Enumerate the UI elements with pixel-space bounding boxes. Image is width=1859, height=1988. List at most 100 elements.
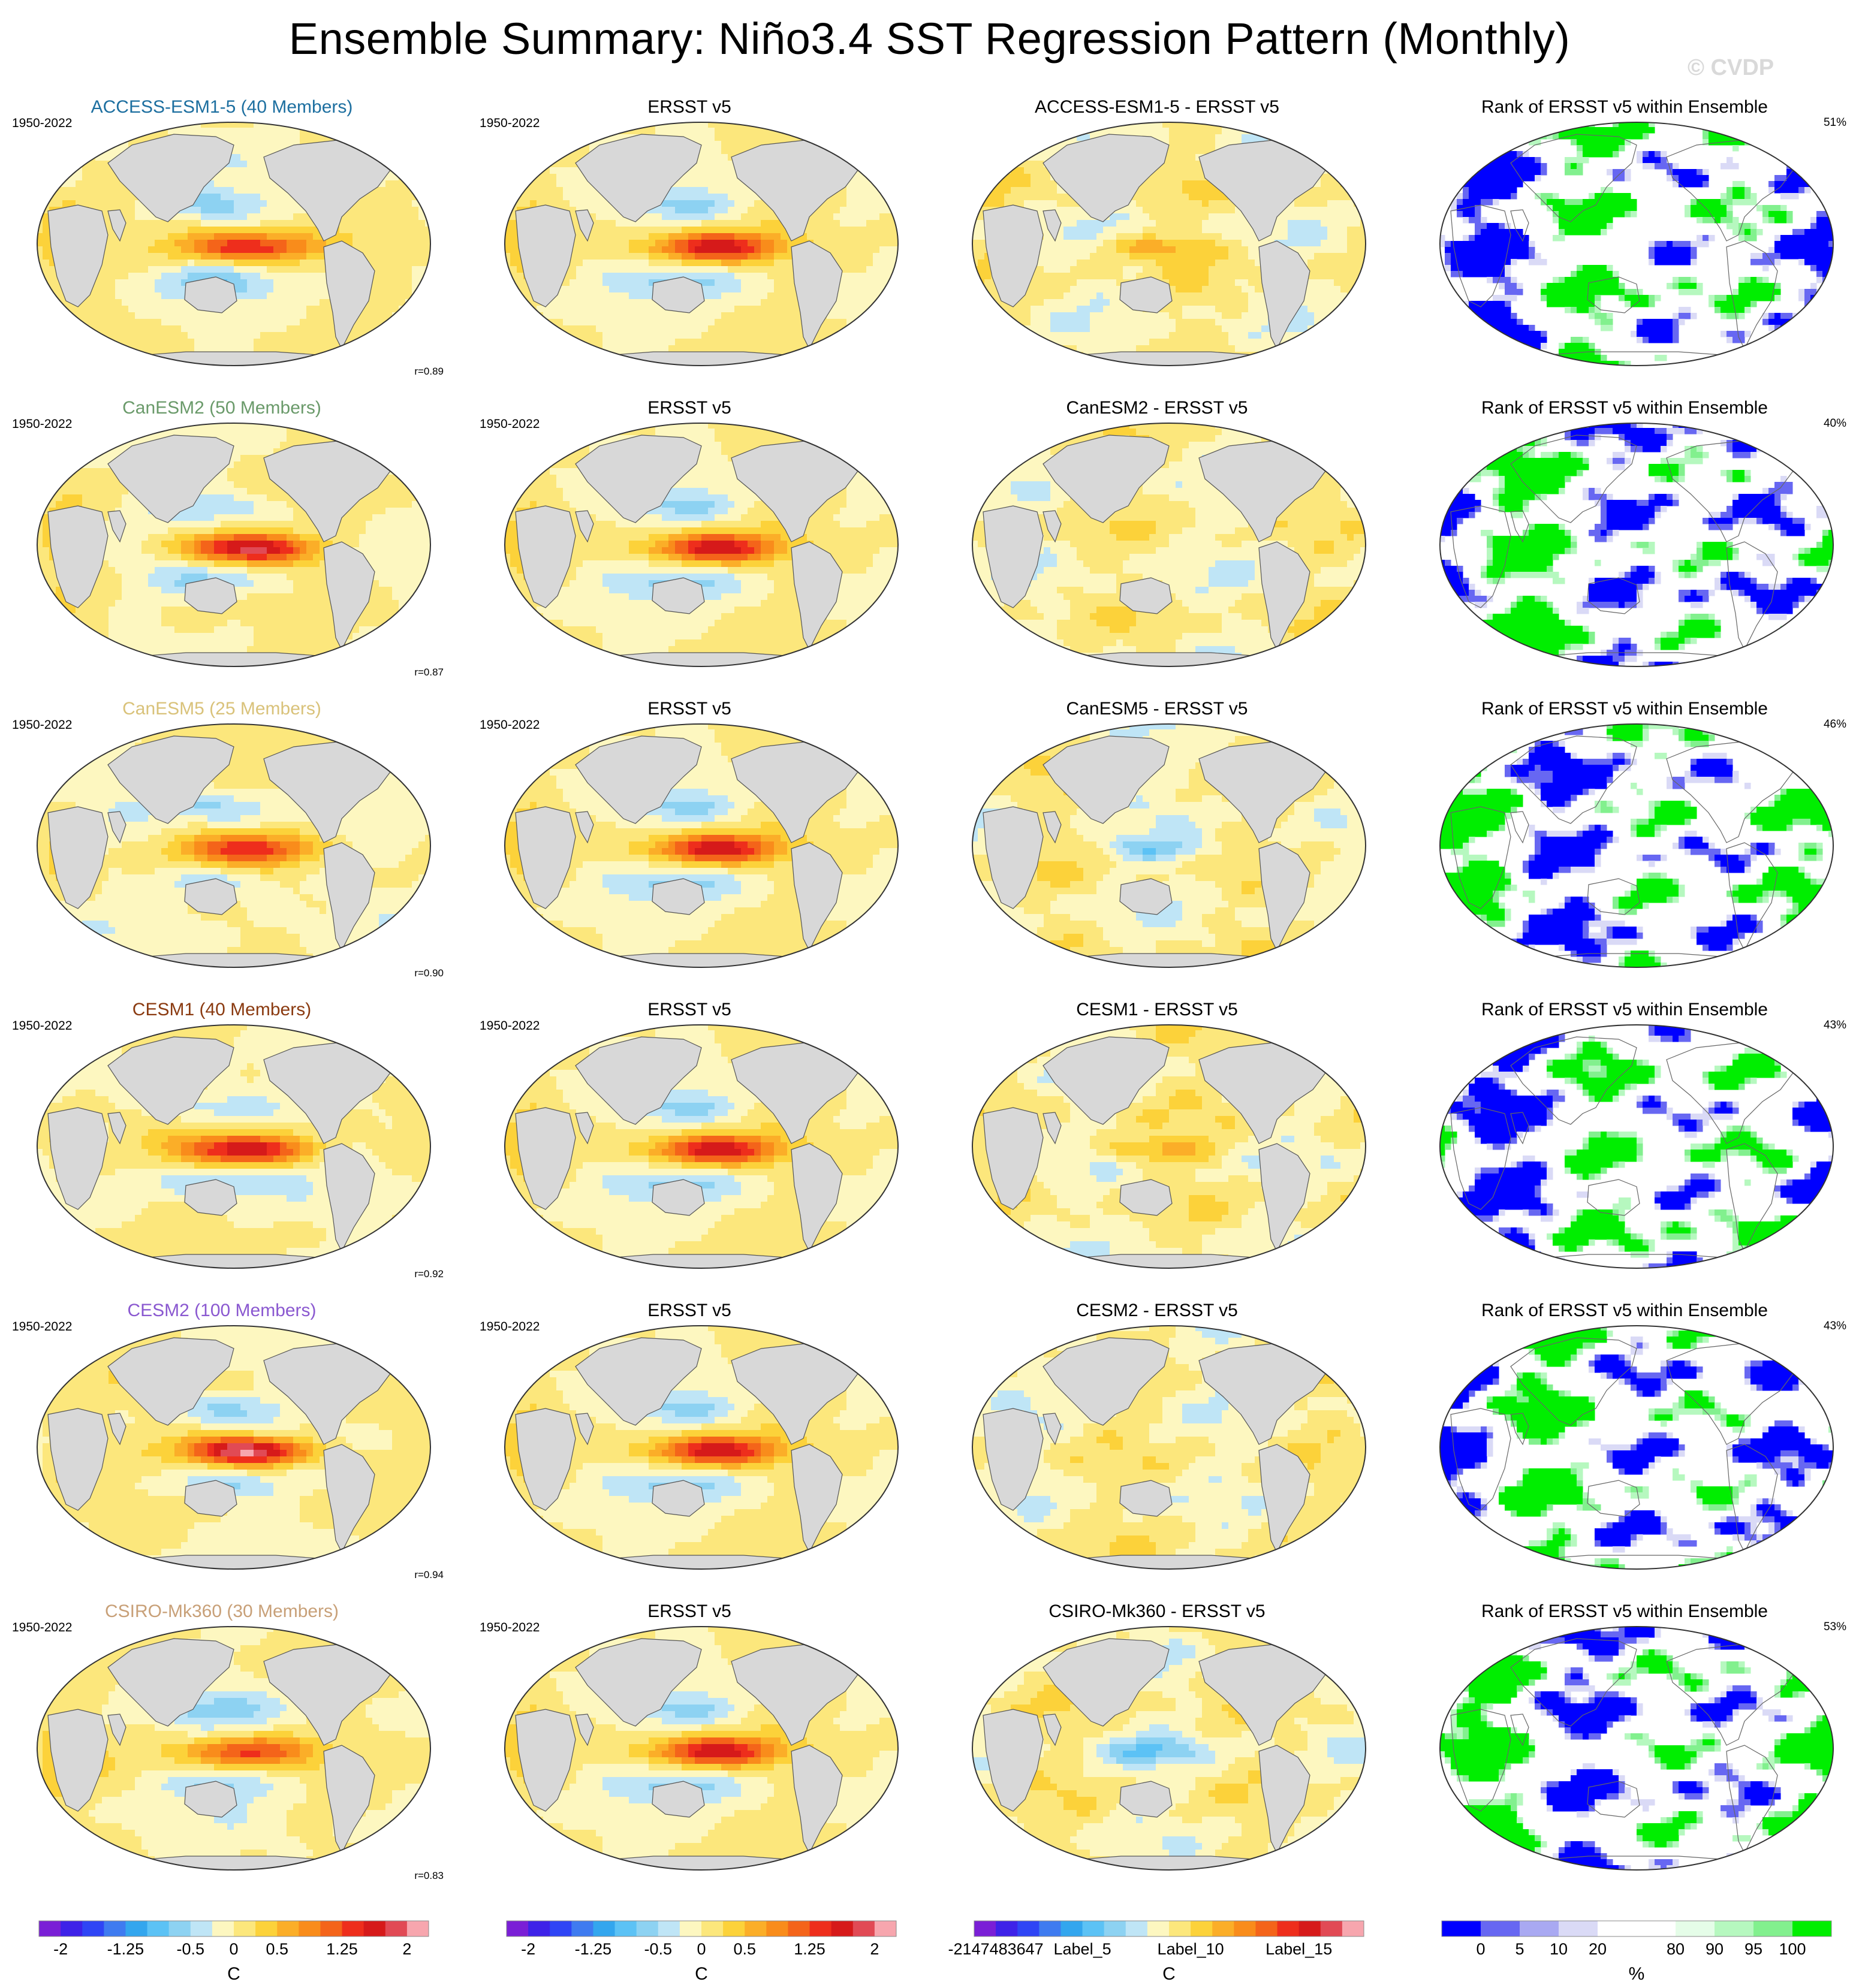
field-cell — [701, 240, 709, 247]
field-cell — [662, 266, 669, 273]
field-cell — [721, 213, 728, 221]
field-cell — [1195, 147, 1203, 155]
field-cell — [642, 299, 649, 306]
field-cell — [721, 233, 728, 240]
field-cell — [695, 134, 702, 141]
field-cell — [43, 147, 50, 155]
field-cell — [287, 332, 294, 339]
field-cell — [1202, 147, 1209, 155]
field-cell — [616, 260, 623, 267]
field-cell — [37, 332, 43, 339]
field-cell — [589, 141, 596, 148]
field-cell — [505, 180, 511, 188]
field-cell — [642, 213, 649, 221]
field-cell — [886, 332, 893, 339]
field-cell — [161, 292, 168, 300]
field-cell — [675, 345, 682, 352]
field-cell — [530, 128, 537, 135]
field-cell — [135, 213, 142, 221]
field-cell — [174, 286, 182, 293]
field-cell — [359, 200, 366, 207]
field-cell — [247, 332, 254, 339]
field-cell — [1169, 147, 1176, 155]
field-cell — [787, 325, 794, 333]
field-cell — [359, 220, 366, 227]
field-cell — [161, 319, 168, 326]
field-cell — [37, 187, 43, 194]
field-cell — [873, 200, 880, 207]
field-cell — [556, 180, 564, 188]
field-cell — [846, 352, 854, 359]
field-cell — [320, 122, 327, 128]
field-cell — [695, 312, 702, 319]
field-cell — [227, 339, 234, 346]
field-cell — [1189, 134, 1196, 141]
field-cell — [682, 266, 689, 273]
field-cell — [873, 325, 880, 333]
field-cell — [260, 220, 267, 227]
field-cell — [1123, 128, 1130, 135]
field-cell — [517, 141, 524, 148]
field-cell — [728, 312, 735, 319]
field-cell — [418, 273, 426, 280]
field-cell — [320, 128, 327, 135]
field-cell — [425, 358, 430, 366]
field-cell — [148, 279, 155, 286]
field-cell — [1103, 122, 1110, 128]
field-cell — [708, 266, 715, 273]
field-cell — [537, 339, 544, 346]
field-cell — [128, 306, 135, 313]
field-cell — [840, 352, 847, 359]
field-cell — [128, 358, 135, 366]
field-cell — [300, 122, 307, 128]
field-cell — [866, 141, 873, 148]
field-cell — [505, 253, 511, 260]
field-cell — [761, 122, 768, 128]
field-cell — [840, 365, 847, 366]
field-cell — [366, 227, 373, 234]
field-cell — [1024, 141, 1031, 148]
field-cell — [181, 220, 188, 227]
field-cell — [109, 167, 116, 174]
field-cell — [260, 207, 267, 214]
field-cell — [194, 128, 201, 135]
field-cell — [174, 273, 182, 280]
field-cell — [695, 319, 702, 326]
field-cell — [128, 339, 135, 346]
field-cell — [860, 292, 867, 300]
field-cell — [82, 141, 89, 148]
field-cell — [102, 319, 109, 326]
field-cell — [43, 260, 50, 267]
field-cell — [392, 187, 399, 194]
field-cell — [1195, 122, 1203, 128]
field-cell — [695, 332, 702, 339]
field-cell — [748, 339, 755, 346]
field-cell — [510, 319, 517, 326]
field-cell — [728, 306, 735, 313]
field-cell — [293, 207, 300, 214]
field-cell — [168, 332, 175, 339]
field-cell — [135, 233, 142, 240]
field-cell — [662, 365, 669, 366]
field-cell — [418, 332, 426, 339]
field-cell — [794, 306, 801, 313]
field-cell — [978, 128, 985, 135]
field-cell — [95, 122, 103, 128]
field-cell — [320, 253, 327, 260]
field-cell — [194, 273, 201, 280]
field-cell — [109, 134, 116, 141]
field-cell — [227, 240, 234, 247]
field-cell — [886, 273, 893, 280]
field-cell — [794, 128, 801, 135]
field-cell — [214, 128, 221, 135]
field-cell — [300, 240, 307, 247]
field-cell — [267, 134, 274, 141]
field-cell — [240, 260, 248, 267]
field-cell — [1215, 141, 1222, 148]
field-cell — [43, 306, 50, 313]
field-cell — [879, 141, 887, 148]
field-cell — [43, 312, 50, 319]
field-cell — [122, 233, 129, 240]
field-cell — [840, 207, 847, 214]
field-cell — [135, 246, 142, 254]
